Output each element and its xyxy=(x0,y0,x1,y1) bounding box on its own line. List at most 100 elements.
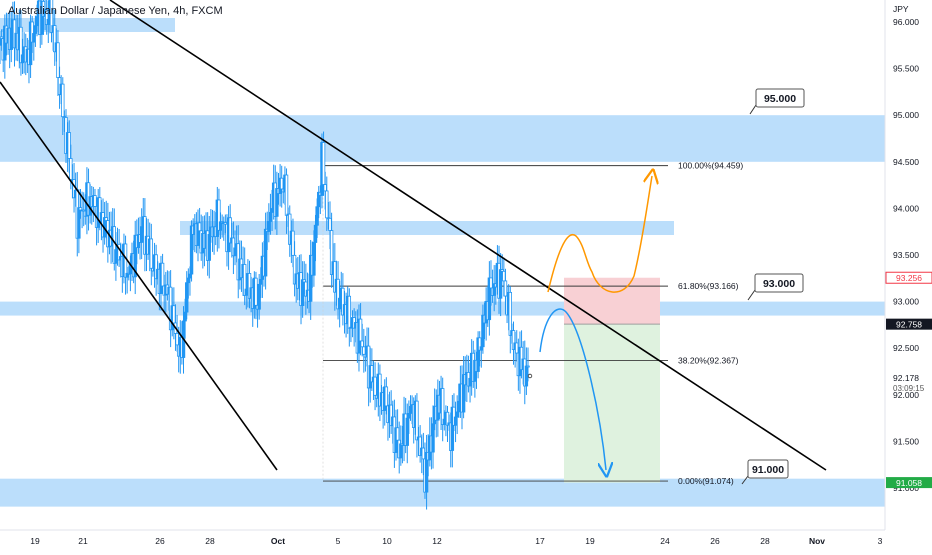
price-callout[interactable] xyxy=(754,273,804,293)
fib-level-label: 0.00%(91.074) xyxy=(678,476,734,486)
candle-body xyxy=(479,346,484,351)
trendline-lower[interactable] xyxy=(0,81,278,471)
candle-body xyxy=(268,212,273,222)
price-callout[interactable] xyxy=(755,88,805,108)
candle-body xyxy=(524,365,529,387)
time-axis-tick: 21 xyxy=(78,536,88,546)
take-profit-zone[interactable] xyxy=(564,324,660,483)
candle-body xyxy=(515,342,519,354)
price-callout[interactable] xyxy=(747,459,789,479)
price-axis-tick: 95.000 xyxy=(893,110,919,120)
sr-zone xyxy=(0,301,885,316)
target-price-badge-label: 91.058 xyxy=(896,478,922,488)
time-axis-tick: Oct xyxy=(271,536,285,546)
candle-body xyxy=(325,190,329,219)
fib-level-label: 61.80%(93.166) xyxy=(678,281,739,291)
candle-body xyxy=(415,400,419,441)
candle-body xyxy=(526,365,530,368)
candle-body xyxy=(360,340,364,348)
callout-pointer xyxy=(741,475,749,485)
candle-body xyxy=(284,174,289,216)
stop-loss-zone[interactable] xyxy=(564,277,660,325)
candle-body xyxy=(323,184,327,192)
candle-body xyxy=(188,273,192,279)
candle-body xyxy=(457,400,461,413)
candle-body xyxy=(46,18,50,25)
candle-body xyxy=(300,279,305,307)
candle-body xyxy=(9,27,13,50)
candle-body xyxy=(259,279,263,285)
candle-body xyxy=(183,311,187,322)
current-price-marker xyxy=(527,373,533,379)
candle-body xyxy=(254,277,258,306)
time-axis-tick: 12 xyxy=(432,536,442,546)
candle-body xyxy=(32,33,36,43)
callout-pointer xyxy=(749,104,757,115)
candle-body xyxy=(508,291,512,336)
candle-body xyxy=(502,270,506,282)
entry-price-badge xyxy=(886,318,932,330)
time-axis-tick: 28 xyxy=(205,536,215,546)
candle-body xyxy=(93,195,97,207)
candle-body xyxy=(407,413,411,419)
candle-body xyxy=(347,295,352,329)
bearish-projection-arrow xyxy=(539,308,606,470)
price-axis-tick: 96.000 xyxy=(893,17,919,27)
candle-body xyxy=(175,333,179,346)
candle-body xyxy=(172,305,176,324)
candle-body xyxy=(503,280,508,297)
candle-body xyxy=(197,222,202,232)
time-axis-tick: 28 xyxy=(760,536,770,546)
time-axis-tick: 26 xyxy=(155,536,165,546)
candle-body xyxy=(114,249,118,264)
candle-body xyxy=(328,217,332,231)
candle-body xyxy=(337,297,342,310)
candle-body xyxy=(263,228,268,277)
time-axis-tick: Nov xyxy=(809,536,825,546)
sr-zone xyxy=(0,115,885,162)
candle-body xyxy=(149,238,154,269)
price-callout-label: 91.000 xyxy=(752,464,784,476)
candle-body xyxy=(405,417,409,446)
sr-zone xyxy=(0,478,885,507)
candle-body xyxy=(373,376,377,396)
candle-body xyxy=(160,262,165,287)
candle-body xyxy=(362,346,366,355)
candle-body xyxy=(20,54,25,64)
price-axis-tick: 94.000 xyxy=(893,203,919,213)
candle-body xyxy=(123,243,128,278)
candle-body xyxy=(207,234,211,261)
time-axis-tick: 10 xyxy=(382,536,392,546)
time-axis-tick: 19 xyxy=(585,536,595,546)
candle-body xyxy=(77,207,81,239)
price-axis-currency: JPY xyxy=(893,4,909,14)
candle-body xyxy=(498,269,503,299)
candle-body xyxy=(139,226,144,243)
candle-body xyxy=(408,406,413,414)
stop-price-badge xyxy=(885,271,932,284)
trendline-upper[interactable] xyxy=(109,0,827,471)
price-axis-tick: 91.500 xyxy=(893,436,919,446)
target-price-badge xyxy=(886,477,932,489)
candle-body xyxy=(421,447,426,460)
stop-price-badge-label: 93.256 xyxy=(896,273,922,283)
candle-body xyxy=(395,427,400,441)
time-axis-tick: 17 xyxy=(535,536,545,546)
candle-body xyxy=(233,247,237,257)
time-axis-tick: 26 xyxy=(710,536,720,546)
time-axis-tick: 24 xyxy=(660,536,670,546)
price-axis-tick: 92.500 xyxy=(893,343,919,353)
bullish-projection-arrow xyxy=(547,176,652,293)
fib-level-label: 38.20%(92.367) xyxy=(678,356,739,366)
price-axis-tick: 95.500 xyxy=(893,64,919,74)
candle-body xyxy=(315,206,319,226)
candle-body xyxy=(313,224,318,243)
candle-body xyxy=(453,416,458,426)
callout-pointer xyxy=(747,289,756,301)
time-axis-tick: 19 xyxy=(30,536,40,546)
candle-body xyxy=(321,142,326,185)
price-callout-label: 95.000 xyxy=(764,93,796,105)
candle-body xyxy=(186,277,191,284)
